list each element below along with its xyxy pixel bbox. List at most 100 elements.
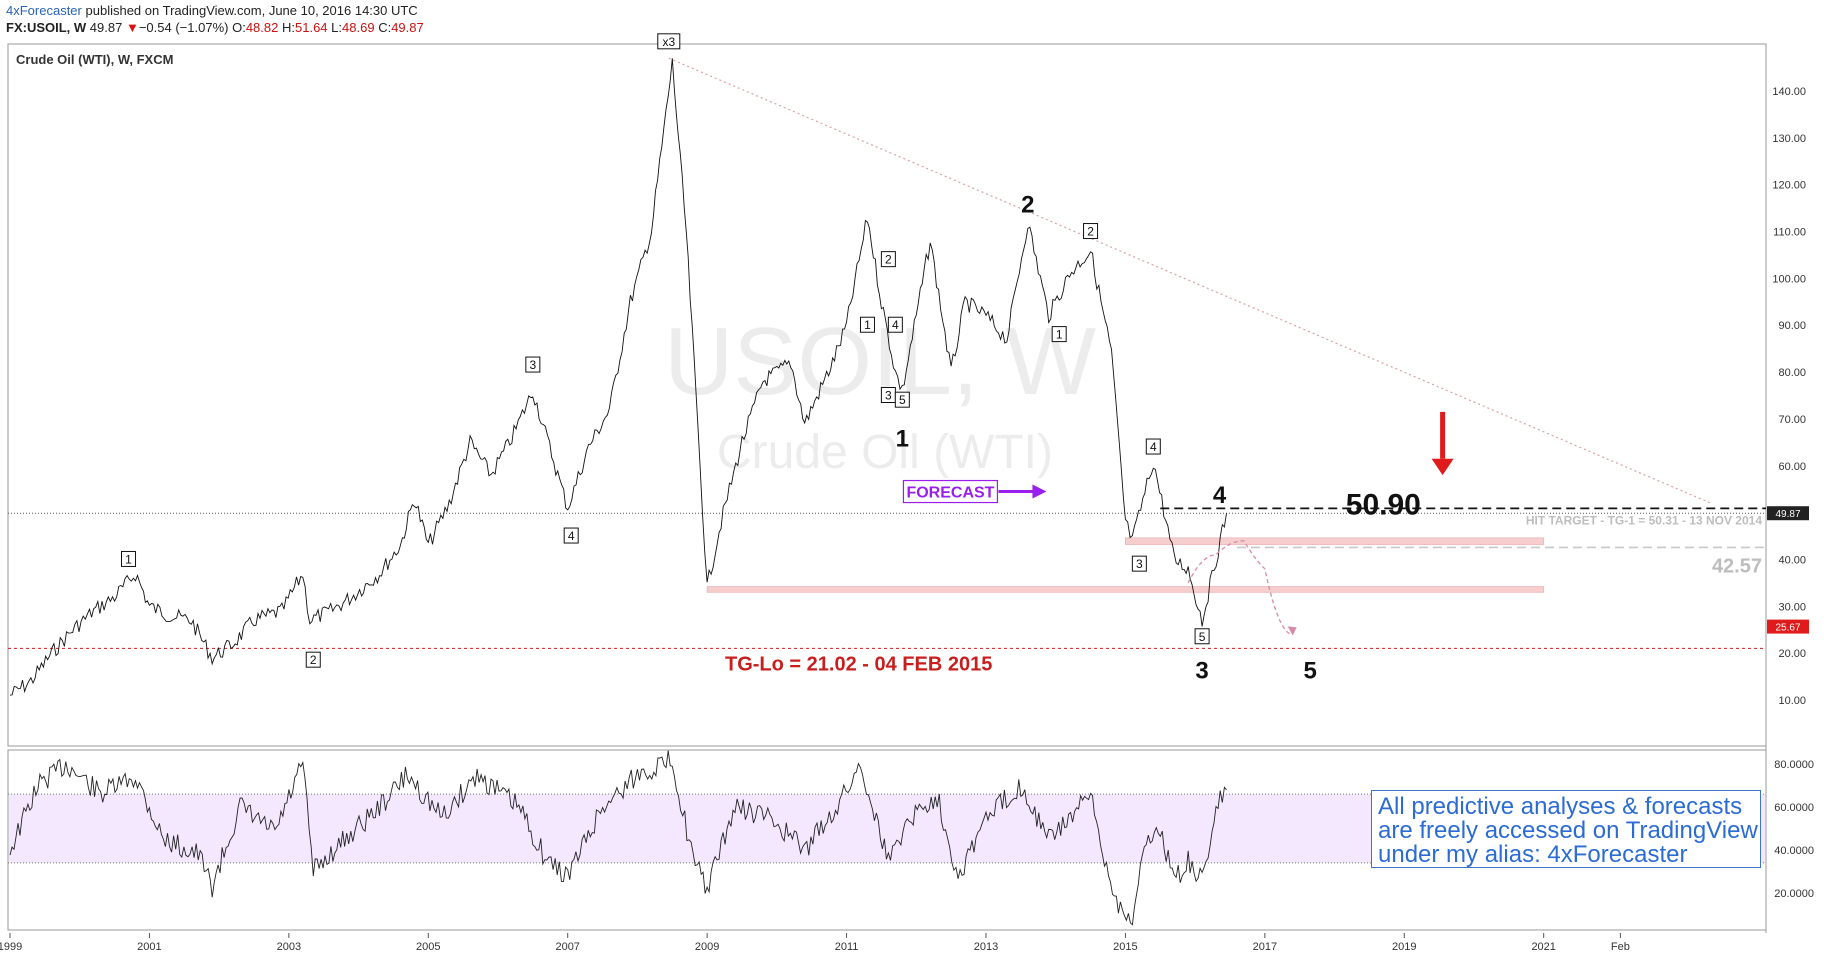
publish-line: 4xForecaster published on TradingView.co… (6, 3, 418, 18)
forecast-box (902, 479, 999, 504)
price-change: −0.54 (−1.07%) (138, 20, 229, 35)
wave-marker-text: 5 (1199, 630, 1206, 644)
y-tick-label: 10.00 (1778, 695, 1806, 707)
y-tick-label: 30.00 (1778, 601, 1806, 613)
x-tick-label: 2001 (137, 941, 161, 953)
wave-marker-box (1194, 628, 1210, 645)
wave-marker-boxed: 3 (1131, 555, 1147, 572)
wave-marker-box (859, 316, 875, 333)
low-price-text: 25.67 (1775, 623, 1800, 634)
wave-marker-boxed: 2 (880, 251, 896, 268)
wave-marker-boxed: 2 (1083, 223, 1099, 240)
y-tick-label: 20.00 (1778, 648, 1806, 660)
downtrend-line (668, 57, 1712, 504)
y-tick-label: 140.00 (1772, 86, 1806, 98)
low-price-box (1767, 619, 1809, 634)
y-tick-label: 120.00 (1772, 180, 1806, 192)
wave-label: 2 (1021, 191, 1034, 218)
level-42-label: 42.57 (1712, 555, 1762, 577)
price-series-line (9, 58, 1227, 696)
wave-marker-text: 4 (892, 318, 899, 332)
x-tick-label: 2003 (277, 941, 301, 953)
y-tick-label: 70.00 (1778, 414, 1806, 426)
x-tick-label: 2017 (1253, 941, 1277, 953)
wave-marker-text: 3 (1136, 557, 1143, 571)
wave-marker-boxed: 1 (859, 316, 875, 333)
y-tick-label: 100.00 (1772, 273, 1806, 285)
y-tick-label: 130.00 (1772, 133, 1806, 145)
last-price-text: 49.87 (1775, 509, 1800, 520)
rsi-series-line (9, 750, 1227, 926)
wave-label: 1 (896, 426, 909, 453)
last-price-tag: 49.87 (1767, 506, 1809, 521)
wave-marker-boxed: 4 (563, 527, 579, 544)
low-label: L: (331, 20, 343, 35)
publisher-link[interactable]: 4xForecaster (6, 3, 82, 18)
wave-marker-text: 1 (125, 552, 132, 566)
close-label: C: (378, 20, 392, 35)
ohlc-line: FX:USOIL, W 49.87 ▼−0.54 (−1.07%) O:48.8… (6, 20, 424, 35)
support-band (706, 586, 1545, 593)
forecast-arrowhead (1287, 626, 1297, 636)
symbol-label: FX:USOIL, W (6, 20, 87, 35)
wave-marker-box (121, 550, 137, 567)
wave-marker-boxed: 4 (1145, 438, 1161, 455)
forecast-arrow-icon (1032, 484, 1047, 499)
x-tick-label: 2015 (1113, 941, 1137, 953)
tg-lo-label: TG-Lo = 21.02 - 04 FEB 2015 (725, 653, 992, 675)
x-tick-label: 2013 (974, 941, 998, 953)
y-tick-label: 80.00 (1778, 367, 1806, 379)
watermark: USOIL, W Crude Oil (WTI) (664, 308, 1096, 479)
price-axis: 10.0020.0030.0040.0050.0060.0070.0080.00… (1772, 86, 1806, 707)
wave-marker-box (1051, 326, 1067, 343)
wave-marker-box (1145, 438, 1161, 455)
wave-marker-box (894, 391, 910, 408)
high-value: 51.64 (295, 20, 328, 35)
wave-marker-boxed: 1 (121, 550, 137, 567)
wave-marker-text: 4 (1150, 440, 1157, 454)
open-label: O: (232, 20, 246, 35)
forecast-tag: FORECAST (902, 479, 1047, 504)
x-tick-label: 2005 (416, 941, 440, 953)
chart-title: Crude Oil (WTI), W, FXCM (16, 52, 173, 67)
y-tick-label: 40.00 (1778, 554, 1806, 566)
hit-target-label: HIT TARGET - TG-1 = 50.31 - 13 NOV 2014 (1526, 513, 1763, 527)
low-price-tag: 25.67 (1767, 619, 1809, 634)
rsi-tick-label: 20.0000 (1774, 888, 1814, 900)
last-price: 49.87 (89, 20, 123, 35)
wave-marker-text: 4 (568, 529, 575, 543)
wave-marker-box (657, 33, 681, 50)
wave-marker-box (563, 527, 579, 544)
x-tick-label: 2021 (1531, 941, 1555, 953)
rsi-tick-label: 40.0000 (1774, 845, 1814, 857)
wave-marker-box (525, 356, 541, 373)
wave-marker-text: 2 (1087, 225, 1094, 239)
x-tick-label: Feb (1611, 941, 1630, 953)
last-price-box (1767, 506, 1809, 521)
wave-marker-box (1083, 223, 1099, 240)
wave-label: 4 (1213, 482, 1227, 509)
x-tick-label: 1999 (0, 941, 22, 953)
wave-marker-text: x3 (662, 35, 675, 49)
wave-marker-boxed: 5 (894, 391, 910, 408)
y-tick-label: 110.00 (1773, 227, 1806, 239)
rsi-tick-label: 80.0000 (1774, 759, 1814, 771)
forecast-path (1187, 540, 1293, 636)
y-tick-label: 60.00 (1778, 461, 1806, 473)
wave-marker-boxed: 1 (1051, 326, 1067, 343)
alias-note: All predictive analyses & forecasts are … (1371, 790, 1761, 868)
support-band (1125, 537, 1545, 545)
wave-marker-boxed: x3 (657, 33, 681, 50)
wave-marker-text: 2 (310, 653, 317, 667)
wave-marker-text: 5 (899, 393, 906, 407)
watermark-symbol: USOIL, W (664, 308, 1096, 415)
wave-marker-box (887, 316, 903, 333)
x-tick-label: 2019 (1392, 941, 1416, 953)
wave-marker-box (305, 651, 321, 668)
wave-marker-text: 2 (885, 253, 892, 267)
x-tick-label: 2011 (835, 941, 859, 953)
x-tick-label: 2009 (695, 941, 719, 953)
wave-marker-boxed: 5 (1194, 628, 1210, 645)
wave-marker-boxed: 4 (887, 316, 903, 333)
watermark-name: Crude Oil (WTI) (717, 426, 1053, 479)
